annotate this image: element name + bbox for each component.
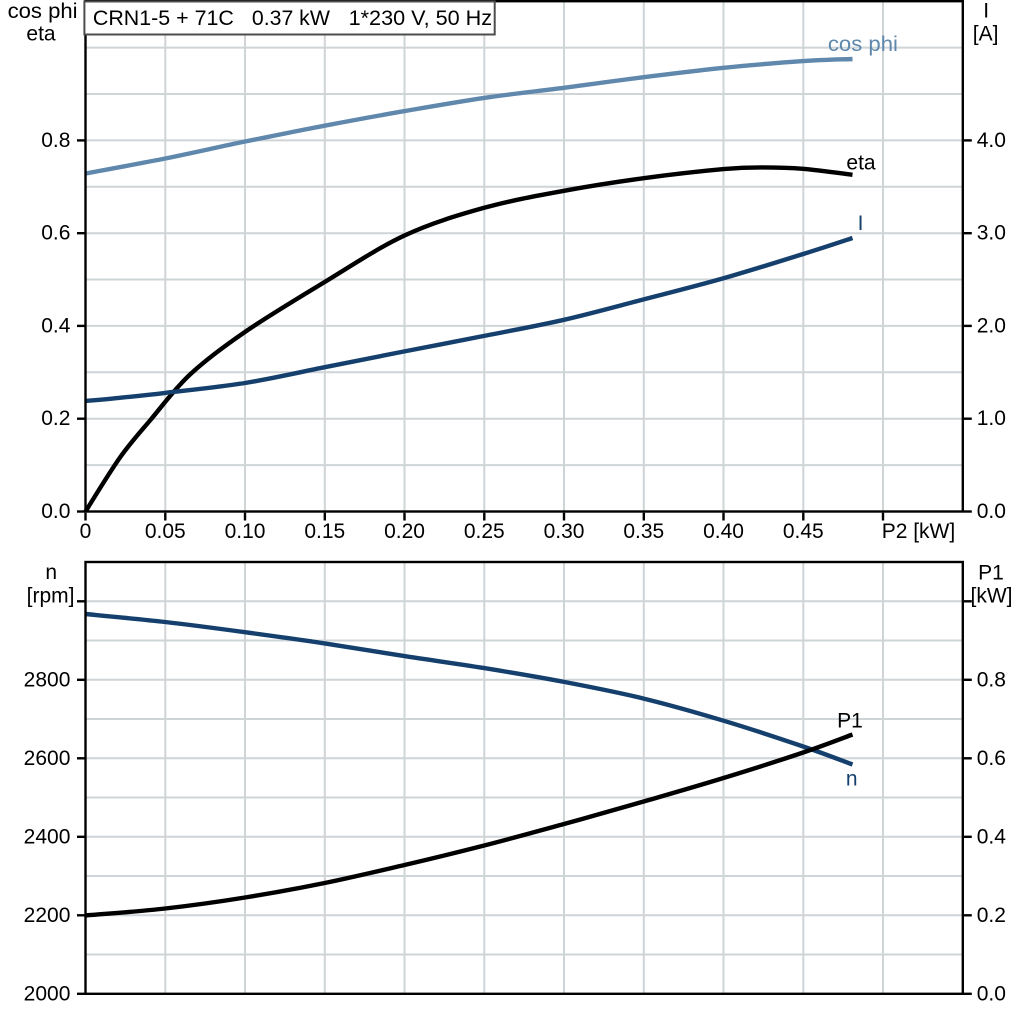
svg-text:0.40: 0.40 xyxy=(703,520,744,543)
svg-text:0.37 kW: 0.37 kW xyxy=(252,7,330,30)
svg-text:0.15: 0.15 xyxy=(304,520,345,543)
svg-text:0.0: 0.0 xyxy=(977,982,1006,1005)
svg-text:P2 [kW]: P2 [kW] xyxy=(882,520,956,543)
svg-text:CRN1-5 + 71C: CRN1-5 + 71C xyxy=(93,7,234,30)
svg-text:4.0: 4.0 xyxy=(977,129,1006,152)
svg-text:[rpm]: [rpm] xyxy=(27,584,75,607)
svg-text:P1: P1 xyxy=(978,562,1004,585)
svg-text:cos phi: cos phi xyxy=(828,33,898,56)
svg-text:cos phi: cos phi xyxy=(8,0,78,23)
svg-text:0.4: 0.4 xyxy=(977,825,1007,848)
svg-text:2000: 2000 xyxy=(24,982,71,1005)
svg-text:0.25: 0.25 xyxy=(464,520,505,543)
svg-text:2.0: 2.0 xyxy=(977,314,1006,337)
svg-text:1.0: 1.0 xyxy=(977,407,1006,430)
svg-text:eta: eta xyxy=(26,22,56,45)
svg-text:0.2: 0.2 xyxy=(41,407,70,430)
svg-text:eta: eta xyxy=(846,152,876,175)
svg-text:0.45: 0.45 xyxy=(783,520,824,543)
svg-text:0.20: 0.20 xyxy=(384,520,425,543)
svg-text:0.2: 0.2 xyxy=(977,904,1006,927)
svg-text:0.0: 0.0 xyxy=(977,500,1006,523)
svg-text:0.35: 0.35 xyxy=(623,520,664,543)
svg-text:0.30: 0.30 xyxy=(544,520,585,543)
svg-text:n: n xyxy=(45,561,57,584)
svg-text:1*230 V, 50 Hz: 1*230 V, 50 Hz xyxy=(349,7,493,30)
svg-text:0.8: 0.8 xyxy=(41,129,70,152)
svg-text:0.6: 0.6 xyxy=(977,747,1006,770)
svg-text:0.8: 0.8 xyxy=(977,668,1006,691)
svg-text:[kW]: [kW] xyxy=(971,585,1013,608)
svg-text:n: n xyxy=(846,768,858,791)
svg-text:I: I xyxy=(858,212,864,235)
svg-text:[A]: [A] xyxy=(973,23,999,46)
svg-text:0: 0 xyxy=(80,520,92,543)
svg-text:2800: 2800 xyxy=(24,668,71,691)
svg-text:2400: 2400 xyxy=(24,825,71,848)
svg-text:2200: 2200 xyxy=(24,904,71,927)
svg-text:0.10: 0.10 xyxy=(225,520,266,543)
svg-text:0.05: 0.05 xyxy=(145,520,186,543)
svg-text:2600: 2600 xyxy=(24,747,71,770)
svg-text:3.0: 3.0 xyxy=(977,222,1006,245)
svg-text:P1: P1 xyxy=(837,710,863,733)
svg-text:0.0: 0.0 xyxy=(41,500,70,523)
svg-text:I: I xyxy=(983,0,989,23)
svg-text:0.4: 0.4 xyxy=(41,314,71,337)
svg-text:0.6: 0.6 xyxy=(41,222,70,245)
